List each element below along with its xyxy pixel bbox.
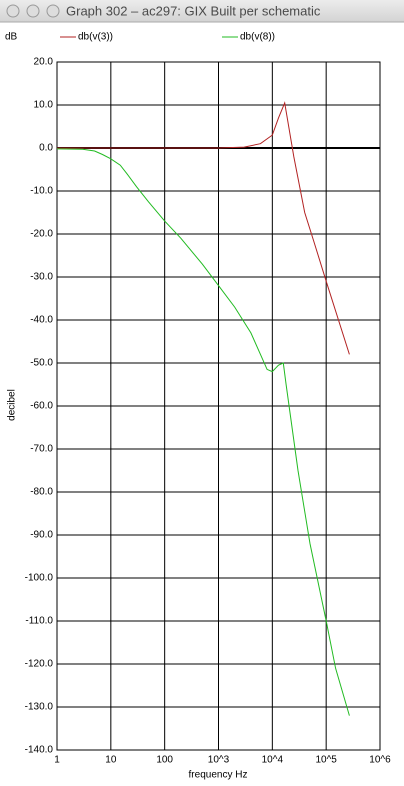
y-tick-label: -80.0 xyxy=(30,487,53,498)
series-line xyxy=(56,148,350,716)
y-tick-label: -60.0 xyxy=(30,401,53,412)
x-tick-label: 1 xyxy=(54,755,60,766)
x-tick-label: 10^3 xyxy=(208,755,230,766)
y-tick-label: -30.0 xyxy=(30,272,53,283)
close-button[interactable] xyxy=(6,4,20,18)
zoom-button[interactable] xyxy=(46,4,60,18)
y-tick-label: -120.0 xyxy=(25,659,54,670)
title-bar xyxy=(0,0,404,22)
y-tick-label: -50.0 xyxy=(30,358,53,369)
legend-label: db(v(8)) xyxy=(240,32,275,43)
x-axis-label: frequency Hz xyxy=(189,770,248,781)
x-tick-label: 10 xyxy=(105,755,117,766)
y-tick-label: -130.0 xyxy=(25,702,54,713)
legend-label: db(v(3)) xyxy=(78,32,113,43)
y-axis-label: decibel xyxy=(7,389,18,421)
y-tick-label: -100.0 xyxy=(25,573,54,584)
y-tick-label: -110.0 xyxy=(25,616,53,627)
y-tick-label: -70.0 xyxy=(30,444,53,455)
x-tick-label: 10^6 xyxy=(369,755,391,766)
y-tick-label: -10.0 xyxy=(30,186,53,197)
minimize-button[interactable] xyxy=(26,4,40,18)
x-tick-label: 10^4 xyxy=(262,755,284,766)
y-tick-label: 10.0 xyxy=(34,100,54,111)
y-tick-label: 0.0 xyxy=(39,143,53,154)
plot-border xyxy=(56,61,381,751)
y-tick-label: -20.0 xyxy=(30,229,53,240)
x-tick-label: 10^5 xyxy=(315,755,337,766)
y-tick-label: -40.0 xyxy=(30,315,53,326)
y-tick-label: -140.0 xyxy=(25,745,54,756)
y-unit: dB xyxy=(5,32,18,43)
y-tick-label: 20.0 xyxy=(34,57,54,68)
window-title: Graph 302 – ac297: GIX Built per schemat… xyxy=(66,3,321,18)
x-tick-label: 100 xyxy=(156,755,173,766)
y-tick-label: -90.0 xyxy=(30,530,53,541)
series-line xyxy=(57,101,350,355)
